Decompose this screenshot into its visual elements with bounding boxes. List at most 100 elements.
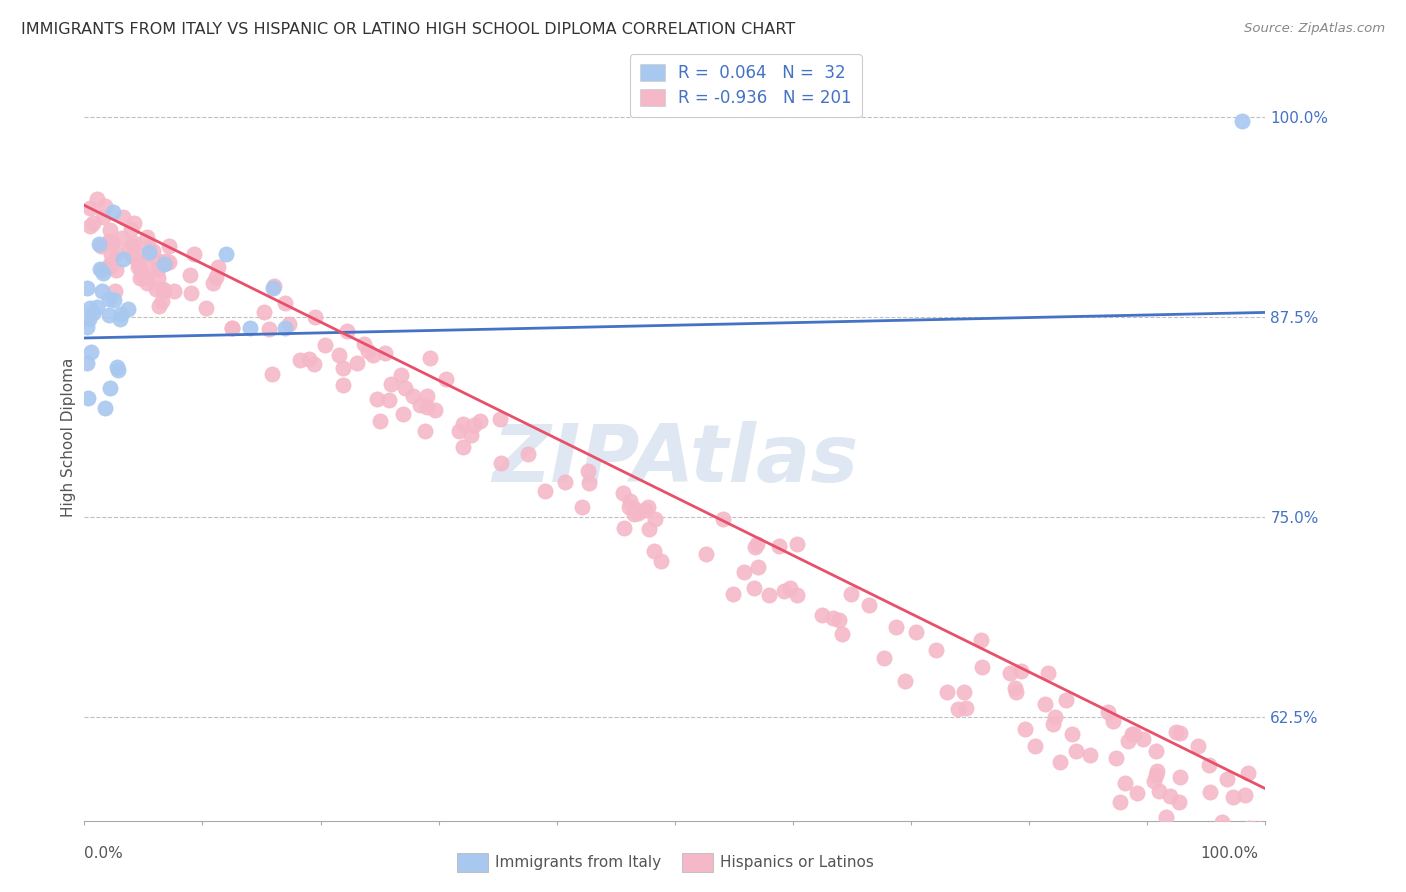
Point: [82, 216, 104, 230]
Point: [925, 642, 948, 657]
Point: [86, 193, 108, 207]
Point: [434, 372, 457, 386]
Point: [416, 389, 439, 403]
Point: [650, 554, 672, 568]
Point: [298, 351, 321, 366]
Point: [1187, 739, 1209, 753]
Point: [578, 476, 600, 491]
Point: [80, 344, 103, 359]
Point: [747, 559, 769, 574]
Point: [946, 702, 969, 716]
Point: [1236, 766, 1258, 780]
Point: [180, 286, 202, 301]
Point: [179, 268, 201, 282]
Point: [117, 301, 139, 316]
Point: [77, 391, 100, 405]
Point: [1146, 764, 1168, 778]
Point: [571, 500, 593, 514]
Point: [110, 312, 132, 326]
Point: [274, 320, 297, 334]
Point: [76, 320, 98, 334]
Point: [638, 522, 661, 536]
Point: [86, 301, 108, 315]
Point: [828, 613, 851, 627]
Point: [447, 424, 470, 438]
Point: [695, 547, 717, 561]
Point: [378, 392, 401, 407]
Point: [1005, 685, 1028, 699]
Point: [811, 607, 834, 622]
Point: [1105, 750, 1128, 764]
Point: [1211, 815, 1233, 830]
Point: [904, 625, 927, 640]
Point: [1035, 698, 1057, 712]
Point: [858, 599, 880, 613]
Point: [451, 417, 474, 432]
Point: [105, 263, 128, 277]
Point: [134, 248, 156, 262]
Point: [416, 401, 439, 415]
Point: [1043, 710, 1066, 724]
Point: [1216, 772, 1239, 786]
Point: [634, 503, 657, 517]
Point: [418, 351, 440, 366]
Point: [262, 281, 284, 295]
Point: [97, 234, 120, 248]
Point: [1250, 822, 1272, 836]
Point: [970, 660, 993, 674]
Point: [786, 587, 808, 601]
Point: [215, 247, 238, 261]
Point: [138, 244, 160, 259]
Point: [711, 512, 734, 526]
Point: [468, 414, 491, 428]
Point: [953, 685, 976, 699]
Point: [612, 521, 634, 535]
Point: [100, 259, 122, 273]
Point: [402, 389, 425, 403]
Point: [332, 361, 354, 376]
Point: [194, 301, 217, 316]
Point: [1054, 693, 1077, 707]
Point: [1159, 789, 1181, 804]
Point: [366, 392, 388, 407]
Point: [380, 377, 402, 392]
Point: [489, 411, 512, 425]
Point: [146, 262, 169, 277]
Point: [998, 665, 1021, 680]
Point: [1064, 743, 1087, 757]
Point: [136, 276, 159, 290]
Point: [139, 260, 162, 275]
Point: [554, 475, 576, 489]
Point: [721, 587, 744, 601]
Point: [1078, 748, 1101, 763]
Point: [90, 263, 112, 277]
Text: Immigrants from Italy: Immigrants from Italy: [495, 855, 661, 870]
Point: [120, 222, 142, 236]
Point: [221, 321, 243, 335]
Point: [98, 308, 121, 322]
Point: [768, 540, 790, 554]
Point: [627, 506, 650, 520]
Point: [1014, 722, 1036, 736]
Point: [744, 541, 766, 555]
Y-axis label: High School Diploma: High School Diploma: [60, 358, 76, 516]
Point: [89, 237, 111, 252]
Point: [153, 284, 176, 298]
Point: [91, 210, 114, 224]
Point: [1122, 727, 1144, 741]
Point: [91, 285, 114, 299]
Point: [207, 260, 229, 275]
Point: [263, 279, 285, 293]
Point: [138, 240, 160, 254]
Point: [1049, 755, 1071, 769]
Text: 0.0%: 0.0%: [84, 846, 124, 861]
Point: [884, 620, 907, 634]
Point: [361, 347, 384, 361]
Legend: R =  0.064   N =  32, R = -0.936   N = 201: R = 0.064 N = 32, R = -0.936 N = 201: [630, 54, 862, 117]
Point: [105, 360, 128, 375]
Point: [1168, 770, 1191, 784]
Point: [134, 271, 156, 285]
Point: [277, 317, 299, 331]
Point: [336, 324, 359, 338]
Point: [637, 500, 659, 514]
